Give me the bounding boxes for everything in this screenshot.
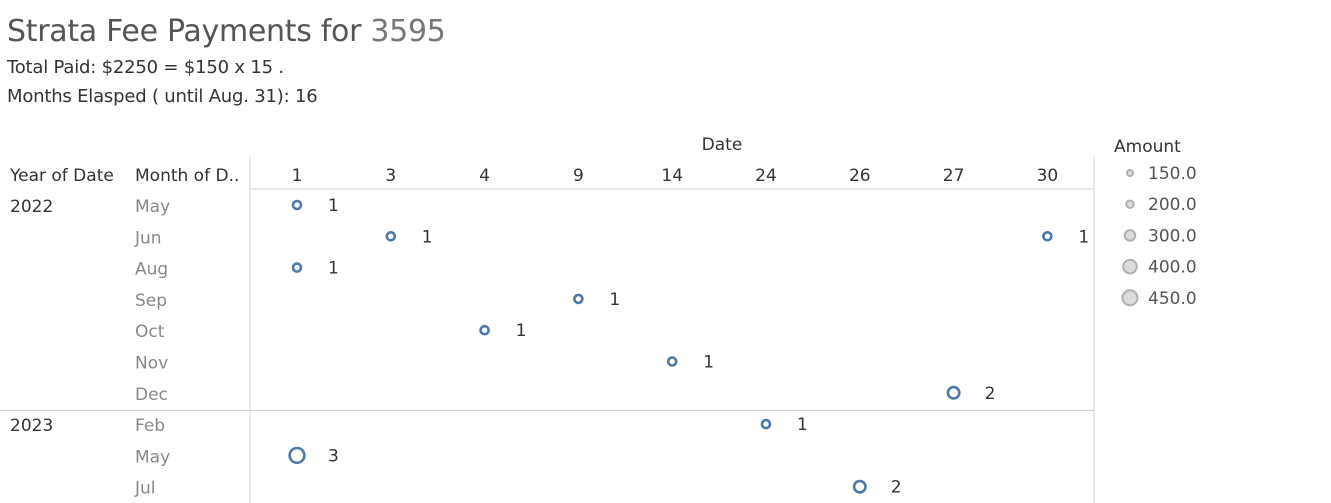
data-label: 3	[328, 446, 339, 466]
x-tick-label: 30	[1037, 166, 1059, 186]
title-id: 3595	[370, 14, 446, 49]
x-tick-label: 26	[849, 166, 871, 186]
month-label: May	[135, 197, 170, 217]
month-label: Jun	[134, 228, 162, 248]
data-label: 1	[422, 227, 433, 247]
row-header-month: Month of D..	[135, 166, 239, 186]
legend-marker	[1122, 258, 1138, 275]
data-point	[760, 418, 772, 430]
data-label: 1	[609, 290, 620, 310]
data-label: 1	[516, 321, 527, 341]
month-label: Nov	[135, 354, 168, 374]
month-label: May	[135, 447, 170, 467]
title-prefix: Strata Fee Payments for	[7, 14, 362, 49]
data-point	[946, 385, 961, 400]
data-label: 1	[797, 415, 808, 435]
data-point	[385, 231, 397, 242]
legend-item-label: 150.0	[1148, 164, 1197, 184]
data-point	[1042, 231, 1053, 242]
data-point	[291, 199, 303, 211]
data-label: 2	[985, 384, 996, 404]
year-label: 2023	[10, 416, 53, 436]
data-point	[573, 293, 584, 305]
page-title: Strata Fee Payments for 3595	[7, 14, 446, 49]
x-tick-label: 4	[479, 166, 490, 186]
data-label: 1	[1078, 227, 1089, 247]
month-label: Feb	[135, 416, 165, 436]
x-tick-label: 14	[661, 166, 683, 186]
year-label: 2022	[10, 197, 53, 217]
data-point	[852, 479, 867, 494]
month-label: Aug	[135, 260, 168, 280]
data-point	[291, 262, 303, 273]
month-label: Jul	[134, 479, 156, 499]
legend-marker	[1121, 289, 1139, 307]
legend-item-label: 200.0	[1148, 195, 1197, 215]
legend-item-label: 300.0	[1148, 226, 1197, 246]
month-label: Dec	[135, 385, 168, 405]
x-tick-label: 1	[292, 166, 303, 186]
legend-item-label: 450.0	[1148, 289, 1197, 309]
total-paid-line: Total Paid: $2250 = $150 x 15 .	[7, 57, 284, 78]
month-label: Sep	[135, 291, 167, 311]
data-point	[666, 356, 678, 367]
x-tick-label: 24	[755, 166, 777, 186]
data-point	[479, 324, 490, 336]
legend-marker	[1125, 199, 1135, 209]
data-label: 1	[328, 196, 339, 216]
data-label: 2	[891, 478, 902, 498]
x-tick-label: 9	[573, 166, 584, 186]
legend-item-label: 400.0	[1148, 258, 1197, 278]
x-tick-label: 27	[943, 166, 965, 186]
month-label: Oct	[135, 322, 165, 342]
months-elapsed-line: Months Elasped ( until Aug. 31): 16	[7, 86, 318, 107]
row-header-year: Year of Date	[9, 166, 114, 186]
x-axis-title: Date	[702, 135, 743, 155]
data-label: 1	[703, 353, 714, 373]
legend-title: Amount	[1114, 137, 1181, 157]
x-tick-label: 3	[385, 166, 396, 186]
data-point	[288, 446, 306, 465]
data-label: 1	[328, 259, 339, 279]
legend-marker	[1126, 169, 1134, 177]
legend-marker	[1123, 229, 1137, 242]
